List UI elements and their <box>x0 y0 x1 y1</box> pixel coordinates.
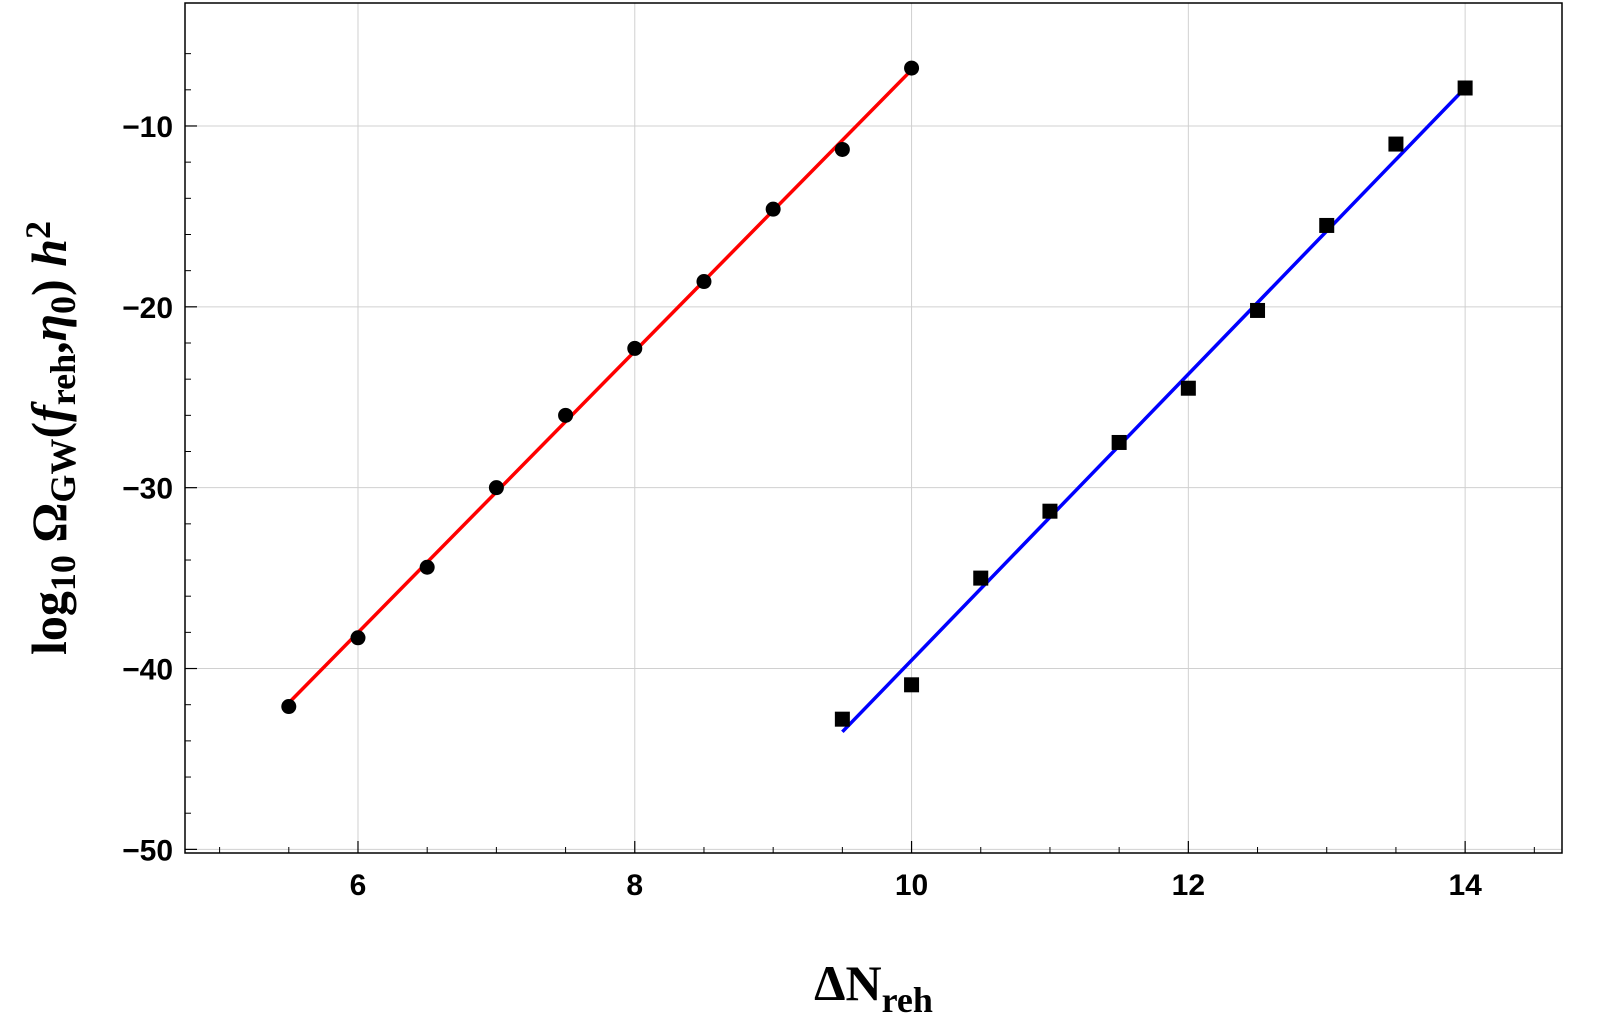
data-point-square <box>1180 380 1196 396</box>
y-tick-label: −20 <box>122 292 173 325</box>
y-axis-title-part: , <box>21 341 77 354</box>
x-tick-label: 14 <box>1448 869 1482 902</box>
data-point-circle <box>488 480 504 496</box>
data-point-circle <box>834 141 850 157</box>
x-axis-title: ΔNreh <box>814 955 933 1020</box>
data-point-square <box>1388 136 1404 152</box>
data-point-circle <box>696 274 712 290</box>
y-tick-label: −30 <box>122 473 173 506</box>
data-point-square <box>1111 434 1127 450</box>
x-tick-label: 8 <box>626 869 643 902</box>
y-axis-title-part: η <box>21 314 77 341</box>
x-tick-label: 6 <box>350 869 367 902</box>
data-point-square <box>834 711 850 727</box>
x-axis-title-sub: reh <box>882 980 933 1020</box>
y-axis-title-part: 10 <box>43 555 83 591</box>
y-axis-title-part: ( <box>21 422 77 439</box>
data-point-circle <box>350 630 366 646</box>
y-axis-title-part: f <box>21 401 77 422</box>
y-axis-title: log10 ΩGW(freh,η0) h2 <box>18 221 84 655</box>
data-point-circle <box>627 340 643 356</box>
x-tick-label: 10 <box>895 869 928 902</box>
data-point-circle <box>419 559 435 575</box>
data-point-circle <box>765 201 781 217</box>
x-axis-title-main: ΔN <box>814 955 881 1011</box>
y-tick-label: −10 <box>122 111 173 144</box>
tick-labels: 6 8 10 12 14 −10 −20 −30 −40 −50 <box>122 111 1482 902</box>
fit-line <box>841 86 1467 734</box>
data-point-square <box>973 570 989 586</box>
data-point-circle <box>281 699 297 715</box>
data-point-circle <box>904 60 920 76</box>
y-axis-title-part: GW <box>43 439 83 503</box>
data-point-circle <box>558 407 574 423</box>
fit-lines <box>287 68 1467 734</box>
data-point-square <box>1250 302 1266 318</box>
data-point-square <box>1457 80 1473 96</box>
data-markers <box>281 60 1473 727</box>
data-point-square <box>1042 503 1058 519</box>
y-axis-title-part: log <box>21 591 77 655</box>
y-axis-title-part: 0 <box>43 296 83 314</box>
grid <box>185 3 1562 853</box>
axis-ticks <box>185 53 1535 853</box>
plot-frame <box>184 2 1563 854</box>
data-point-square <box>904 677 920 693</box>
y-tick-label: −50 <box>122 834 173 867</box>
y-axis-title-part: reh <box>43 354 83 405</box>
y-tick-label: −40 <box>122 654 173 687</box>
y-axis-title-part: ) <box>21 267 77 296</box>
y-axis-title-part: 2 <box>18 221 58 239</box>
fit-line <box>287 68 913 705</box>
y-axis-title-part: h <box>21 239 77 267</box>
data-point-square <box>1319 217 1335 233</box>
x-tick-label: 12 <box>1172 869 1205 902</box>
y-axis-title-part: Ω <box>21 503 77 556</box>
